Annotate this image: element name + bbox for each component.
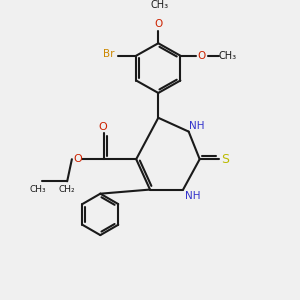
Text: O: O <box>198 51 206 61</box>
Text: NH: NH <box>185 190 200 201</box>
Text: CH₃: CH₃ <box>30 185 46 194</box>
Text: S: S <box>221 153 229 166</box>
Text: O: O <box>154 20 162 29</box>
Text: CH₂: CH₂ <box>59 185 76 194</box>
Text: O: O <box>73 154 82 164</box>
Text: O: O <box>99 122 107 132</box>
Text: CH₃: CH₃ <box>150 0 168 10</box>
Text: NH: NH <box>189 121 204 130</box>
Text: Br: Br <box>103 49 114 59</box>
Text: CH₃: CH₃ <box>218 51 236 61</box>
